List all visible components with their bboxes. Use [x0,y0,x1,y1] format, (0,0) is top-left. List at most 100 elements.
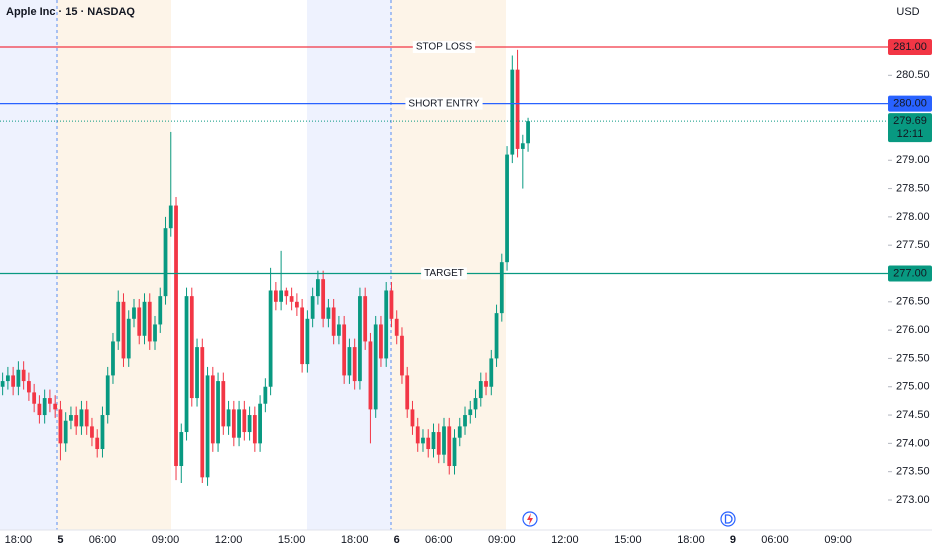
candle-body [352,347,357,382]
candle-body [268,290,273,387]
candle-body [11,375,16,387]
candle-body [310,296,315,319]
candle-body [42,398,47,416]
y-tick-label: 275.00 [896,381,930,393]
y-tick-label: 276.50 [896,296,930,308]
candle-body [90,426,94,438]
candle-body [405,375,410,410]
candle-body [252,415,257,444]
x-tick-label: 09:00 [488,534,516,546]
candle-body [142,301,147,336]
candle-body [63,420,68,444]
x-tick-label: 18:00 [677,534,705,546]
x-tick-label: 5 [57,534,63,546]
candle-body [379,324,383,359]
candle-body [184,296,189,433]
candle-body [384,290,389,359]
candle-body [189,296,194,399]
y-tick-label: 279.00 [896,154,930,166]
last-price-box [888,113,932,143]
candle-body [510,69,515,155]
candle-body [137,307,142,336]
level-price: 277.00 [893,267,927,279]
candle-body [358,296,362,382]
event-icon-bolt[interactable] [527,513,533,525]
candle-body [421,437,425,444]
level-price-box [888,95,932,112]
x-tick-label: 09:00 [152,534,180,546]
x-tick-label: 6 [394,534,400,546]
dividend-icon-letter[interactable] [724,514,733,524]
candle-body [247,415,252,433]
level-name: TARGET [424,268,464,279]
candle-body [331,307,336,336]
candle-body [463,415,467,427]
x-tick-label: 15:00 [278,534,306,546]
level-name-bg [405,97,483,110]
last-price: 279.69 [893,115,927,127]
dividend-icon[interactable] [720,511,736,527]
candle-body [526,121,530,144]
candle-body [263,386,268,404]
x-tick-label: 9 [730,534,736,546]
candle-body [27,381,31,393]
candle-body [126,318,131,359]
dividend-icon-circle[interactable] [720,511,736,527]
event-icon[interactable] [522,511,538,527]
x-tick-label: 12:00 [215,534,243,546]
candle-body [368,341,373,410]
candle-body [284,290,289,297]
candle-body [305,318,310,365]
candle-body [147,301,152,342]
x-tick-label: 12:00 [551,534,579,546]
candle-body [478,381,483,399]
candle-body [69,415,73,421]
candle-body [116,301,121,342]
candle-body [431,432,436,450]
candle-body [226,409,231,427]
candle-body [484,381,488,387]
y-tick-label: 274.00 [896,437,930,449]
candle-body [0,381,5,387]
candle-body [373,324,378,410]
x-tick-label: 15:00 [614,534,642,546]
candle-body [32,392,37,404]
x-tick-label: 18:00 [5,534,33,546]
candle-body [21,369,26,382]
level-price: 280.00 [893,98,927,110]
candle-body [326,307,331,319]
candle-body [436,432,441,455]
y-tick-label: 278.50 [896,182,930,194]
y-tick-label: 280.50 [896,69,930,81]
candle-body [342,324,347,376]
candle-body [79,409,84,427]
candle-body [179,432,184,467]
candle-body [105,375,110,416]
candle-body [499,262,504,314]
symbol-title: Apple Inc · 15 · NASDAQ [6,6,135,18]
candle-body [200,347,205,478]
currency-box[interactable] [892,3,924,21]
candle-body [273,290,278,302]
candle-body [163,228,168,297]
currency[interactable]: USD [896,6,919,18]
candle-body [121,301,126,359]
candle-body [5,375,10,382]
x-tick-label: 06:00 [89,534,117,546]
candle-body [84,409,89,427]
candle-body [100,415,105,450]
candle-body [520,143,525,149]
y-tick-label: 277.50 [896,239,930,251]
candle-body [258,403,262,444]
candle-body [505,154,509,263]
candle-body [494,313,499,359]
candle-body [316,279,320,297]
pre-market-shade [57,0,171,530]
candle-body [95,437,100,450]
candle-body [457,426,462,438]
candle-body [111,341,115,376]
candle-body [415,426,420,444]
candle-body [210,375,215,444]
candle-body [231,409,236,438]
